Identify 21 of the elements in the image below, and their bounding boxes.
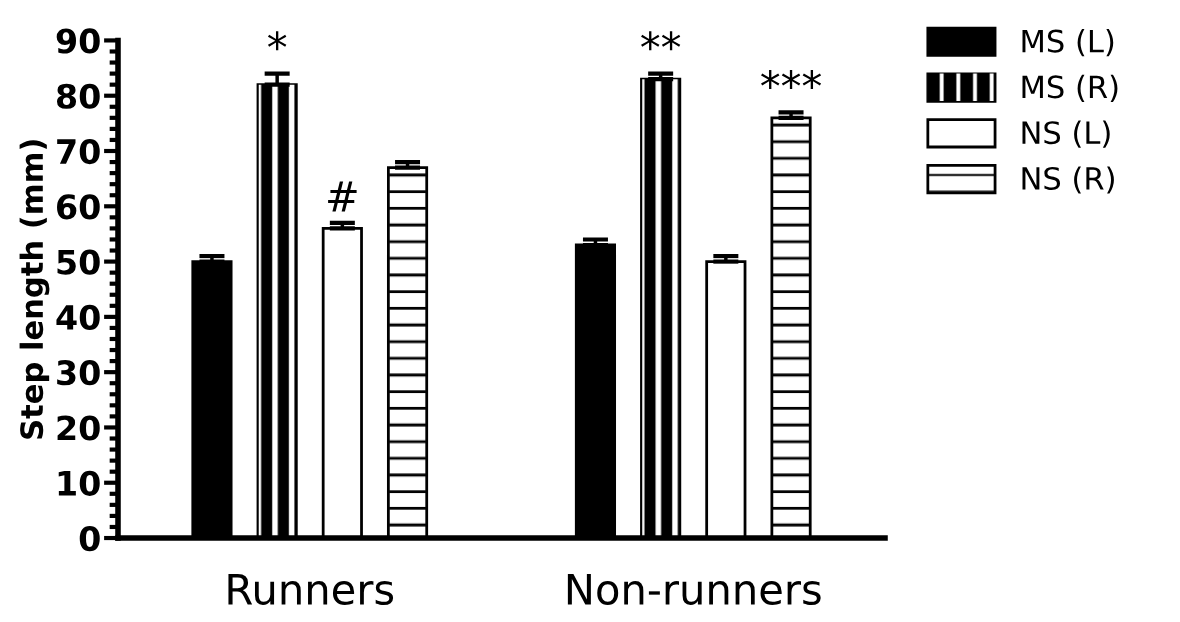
y-axis-title: Step length (mm) (19, 140, 50, 439)
annotation: *** (761, 69, 822, 89)
x-tick-label: Runners (228, 574, 394, 605)
annotation: * (267, 31, 287, 51)
y-tick-label: 50 (57, 249, 100, 275)
x-tick-label: Non-runners (567, 574, 821, 605)
y-tick-label: 60 (57, 194, 100, 220)
y-tick-label: 10 (58, 470, 100, 496)
y-tick-label: 90 (56, 28, 100, 54)
y-tick-label: 20 (57, 415, 100, 441)
annotation: # (328, 181, 357, 212)
annotation: ** (641, 31, 681, 51)
y-tick-label: 0 (79, 525, 100, 552)
y-tick-label: 30 (57, 360, 100, 386)
y-tick-label: 40 (56, 304, 100, 331)
legend-label: MS (R) (1022, 74, 1118, 103)
y-tick-label: 80 (56, 83, 100, 109)
y-tick-label: 70 (57, 138, 100, 165)
legend-label: NS (R) (1022, 166, 1114, 194)
legend-label: MS (L) (1022, 29, 1114, 57)
legend-label: NS (L) (1022, 120, 1110, 148)
